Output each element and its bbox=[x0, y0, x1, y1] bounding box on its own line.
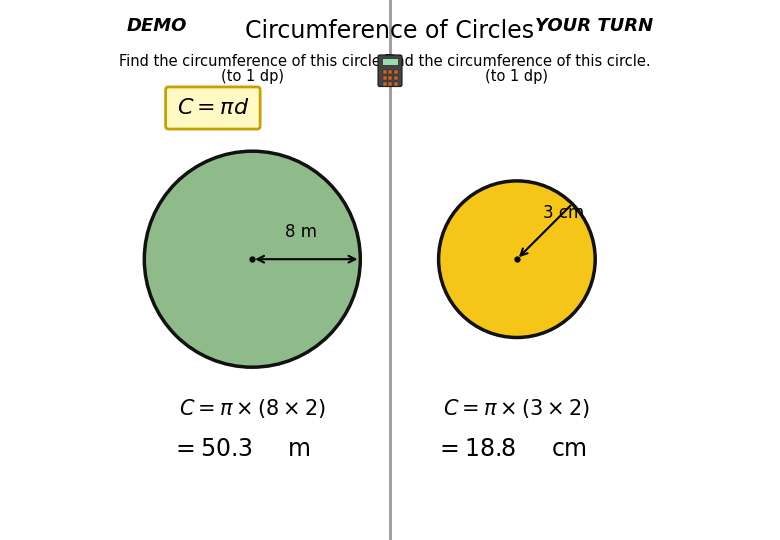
FancyBboxPatch shape bbox=[394, 82, 398, 86]
FancyBboxPatch shape bbox=[388, 76, 392, 80]
Text: DEMO: DEMO bbox=[126, 17, 187, 35]
Text: $= 50.3$: $= 50.3$ bbox=[171, 437, 252, 461]
FancyBboxPatch shape bbox=[378, 55, 402, 86]
Text: $C = \pi \times (3 \times 2)$: $C = \pi \times (3 \times 2)$ bbox=[443, 397, 590, 420]
FancyBboxPatch shape bbox=[383, 70, 387, 74]
FancyBboxPatch shape bbox=[388, 82, 392, 86]
Text: Circumference of Circles: Circumference of Circles bbox=[246, 19, 534, 43]
FancyBboxPatch shape bbox=[382, 58, 398, 65]
Text: Find the circumference of this circle.: Find the circumference of this circle. bbox=[119, 54, 385, 69]
FancyBboxPatch shape bbox=[394, 70, 398, 74]
Text: (to 1 dp): (to 1 dp) bbox=[221, 69, 284, 84]
Text: 8 m: 8 m bbox=[285, 224, 317, 241]
Text: $C = \pi \times (8 \times 2)$: $C = \pi \times (8 \times 2)$ bbox=[179, 397, 326, 420]
Text: 3 cm: 3 cm bbox=[543, 204, 584, 221]
Circle shape bbox=[144, 151, 360, 367]
Text: YOUR TURN: YOUR TURN bbox=[535, 17, 654, 35]
FancyBboxPatch shape bbox=[388, 70, 392, 74]
FancyBboxPatch shape bbox=[394, 76, 398, 80]
Text: $C = \pi d$: $C = \pi d$ bbox=[176, 98, 249, 118]
Text: $= 18.8$: $= 18.8$ bbox=[435, 437, 517, 461]
FancyBboxPatch shape bbox=[165, 87, 261, 129]
Circle shape bbox=[438, 181, 595, 338]
FancyBboxPatch shape bbox=[383, 82, 387, 86]
Text: (to 1 dp): (to 1 dp) bbox=[485, 69, 548, 84]
Text: Find the circumference of this circle.: Find the circumference of this circle. bbox=[384, 54, 651, 69]
FancyBboxPatch shape bbox=[383, 76, 387, 80]
Text: cm: cm bbox=[552, 437, 588, 461]
Text: m: m bbox=[287, 437, 310, 461]
